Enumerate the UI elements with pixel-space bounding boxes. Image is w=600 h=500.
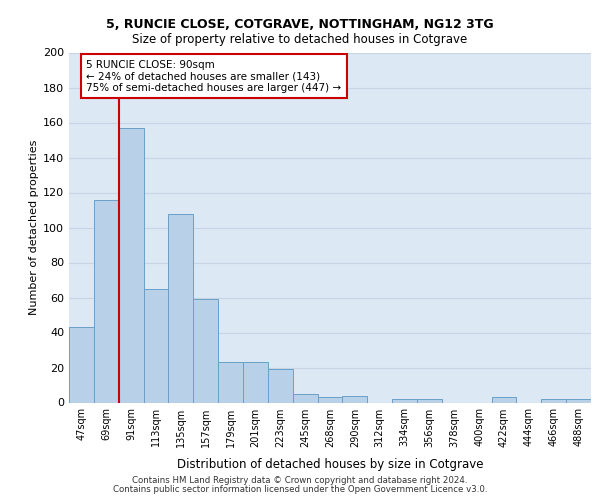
Bar (317, 397, 343, 402)
Text: Contains public sector information licensed under the Open Government Licence v3: Contains public sector information licen… (113, 485, 487, 494)
Bar (69, 327, 94, 402)
Bar (293, 394, 317, 402)
Text: Size of property relative to detached houses in Cotgrave: Size of property relative to detached ho… (133, 34, 467, 46)
Bar (268, 369, 293, 402)
Bar (541, 399, 566, 402)
Text: Contains HM Land Registry data © Crown copyright and database right 2024.: Contains HM Land Registry data © Crown c… (132, 476, 468, 485)
Bar (243, 362, 268, 403)
Bar (417, 399, 442, 402)
Bar (193, 299, 218, 403)
Text: 5, RUNCIE CLOSE, COTGRAVE, NOTTINGHAM, NG12 3TG: 5, RUNCIE CLOSE, COTGRAVE, NOTTINGHAM, N… (106, 18, 494, 30)
X-axis label: Distribution of detached houses by size in Cotgrave: Distribution of detached houses by size … (177, 458, 483, 471)
Bar (343, 396, 367, 402)
Bar (169, 214, 193, 402)
Bar (94, 200, 119, 402)
Text: 5 RUNCIE CLOSE: 90sqm
← 24% of detached houses are smaller (143)
75% of semi-det: 5 RUNCIE CLOSE: 90sqm ← 24% of detached … (86, 60, 341, 92)
Bar (392, 399, 417, 402)
Bar (566, 399, 591, 402)
Bar (491, 397, 517, 402)
Y-axis label: Number of detached properties: Number of detached properties (29, 140, 39, 315)
Bar (119, 128, 143, 402)
Bar (218, 362, 243, 403)
Bar (143, 289, 169, 403)
